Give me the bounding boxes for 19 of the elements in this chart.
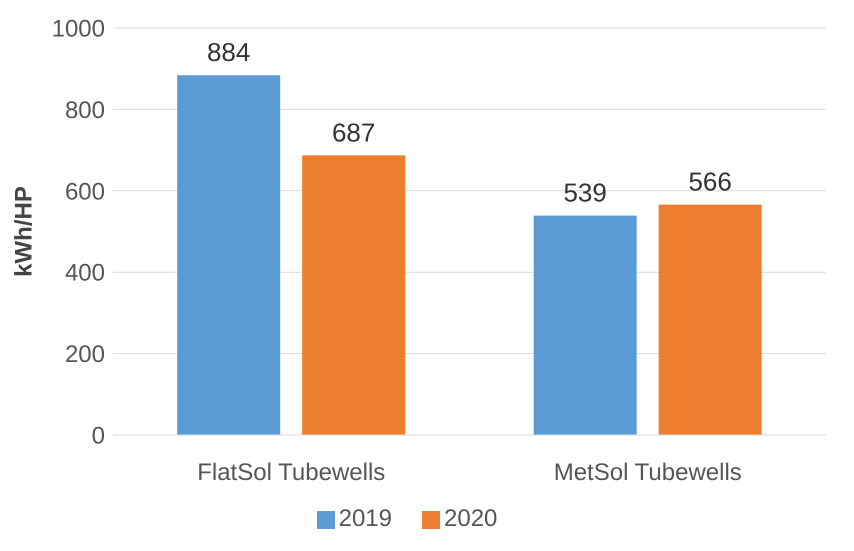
y-tick-label: 1000 bbox=[52, 16, 105, 43]
data-label: 884 bbox=[206, 37, 250, 68]
y-tick-label: 800 bbox=[64, 96, 105, 124]
y-tick-label: 0 bbox=[92, 422, 105, 450]
bar bbox=[302, 155, 406, 435]
y-tick-label: 600 bbox=[64, 178, 105, 206]
legend-label: 2020 bbox=[444, 505, 498, 532]
legend-label: 2019 bbox=[338, 505, 392, 532]
data-label: 539 bbox=[563, 178, 607, 208]
x-tick-label: MetSol Tubewells bbox=[554, 459, 742, 486]
y-axis-title: kWh/HP bbox=[10, 186, 38, 277]
x-tick-label: FlatSol Tubewells bbox=[197, 459, 386, 486]
bar bbox=[177, 75, 280, 435]
bar bbox=[534, 216, 637, 435]
data-label: 687 bbox=[332, 117, 376, 148]
y-tick-label: 400 bbox=[64, 260, 105, 287]
bar bbox=[658, 204, 762, 435]
y-tick-label: 200 bbox=[64, 341, 105, 368]
data-label: 566 bbox=[688, 166, 732, 197]
